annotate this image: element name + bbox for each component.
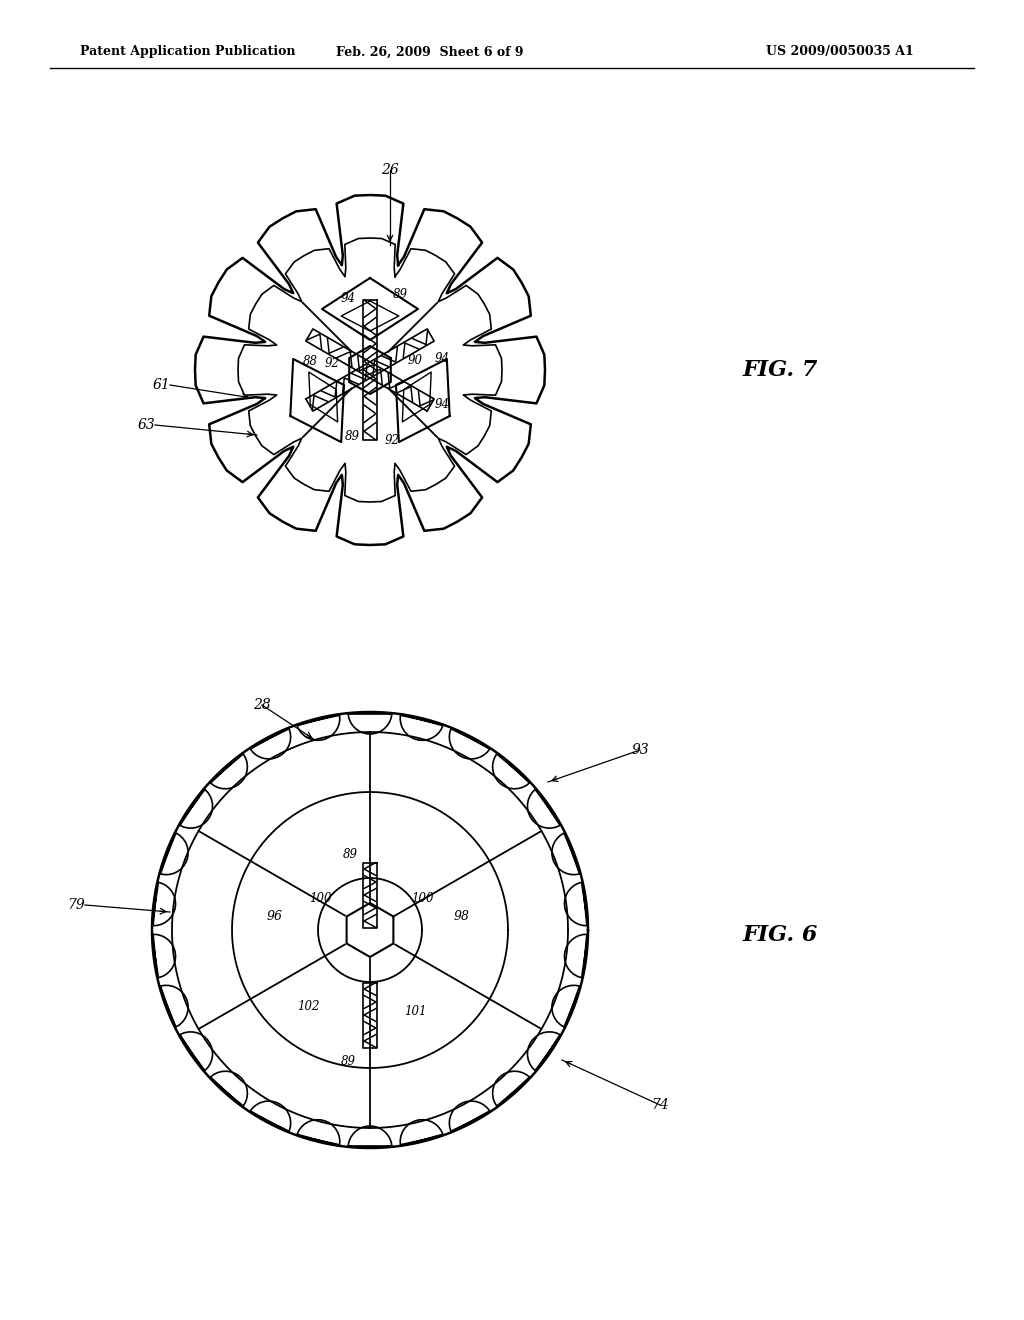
Text: 61: 61 bbox=[153, 378, 170, 392]
Text: 88: 88 bbox=[302, 355, 317, 368]
Text: Patent Application Publication: Patent Application Publication bbox=[80, 45, 296, 58]
Text: 74: 74 bbox=[651, 1098, 669, 1111]
Text: FIG. 7: FIG. 7 bbox=[742, 359, 818, 381]
Text: 94: 94 bbox=[434, 352, 450, 366]
Text: 92: 92 bbox=[384, 434, 399, 447]
Text: 93: 93 bbox=[631, 743, 649, 756]
Text: 26: 26 bbox=[381, 162, 399, 177]
Text: 100: 100 bbox=[309, 892, 331, 906]
Text: 79: 79 bbox=[68, 898, 85, 912]
Text: 63: 63 bbox=[137, 418, 155, 432]
Text: FIG. 6: FIG. 6 bbox=[742, 924, 818, 946]
Text: 90: 90 bbox=[408, 354, 423, 367]
Text: 89: 89 bbox=[344, 430, 359, 444]
Text: 96: 96 bbox=[267, 909, 283, 923]
Text: 98: 98 bbox=[454, 909, 470, 923]
Text: US 2009/0050035 A1: US 2009/0050035 A1 bbox=[766, 45, 913, 58]
Text: 102: 102 bbox=[297, 1001, 319, 1012]
Text: 89: 89 bbox=[341, 1055, 355, 1068]
Text: 94: 94 bbox=[434, 399, 450, 411]
Text: 100: 100 bbox=[411, 892, 433, 906]
Text: Feb. 26, 2009  Sheet 6 of 9: Feb. 26, 2009 Sheet 6 of 9 bbox=[336, 45, 523, 58]
Text: 89: 89 bbox=[392, 288, 408, 301]
Text: 89: 89 bbox=[342, 847, 357, 861]
Text: 92: 92 bbox=[325, 356, 340, 370]
Text: 94: 94 bbox=[341, 292, 355, 305]
Text: 28: 28 bbox=[253, 698, 271, 711]
Text: 101: 101 bbox=[403, 1005, 426, 1018]
